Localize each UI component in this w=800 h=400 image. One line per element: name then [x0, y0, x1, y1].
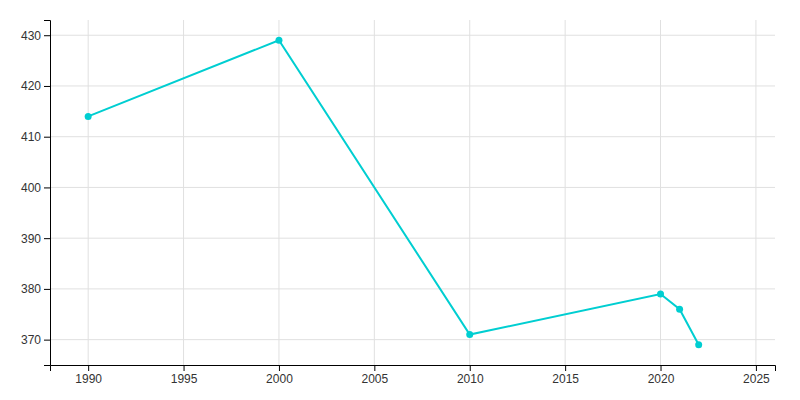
grid-line: [50, 136, 775, 137]
x-tick-mark: [88, 365, 89, 371]
y-tick-mark: [44, 137, 50, 138]
x-tick-label: 2025: [743, 372, 770, 386]
y-tick-mark: [44, 35, 50, 36]
x-tick-mark: [661, 365, 662, 371]
x-tick: 2020: [648, 365, 675, 386]
grid-line: [183, 20, 184, 365]
grid-line: [50, 35, 775, 36]
y-axis-line: [44, 21, 51, 366]
point: [676, 306, 683, 313]
y-tick-label: 420: [21, 79, 41, 93]
y-tick: 420: [21, 79, 50, 93]
y-tick-label: 370: [21, 333, 41, 347]
y-tick-label: 380: [21, 282, 41, 296]
x-tick-mark: [279, 365, 280, 371]
x-tick-mark: [565, 365, 566, 371]
y-tick: 390: [21, 232, 50, 246]
y-tick-mark: [44, 187, 50, 188]
y-axis: 370 380 390 400 410 420 430: [21, 21, 51, 366]
x-tick-label: 2020: [648, 372, 675, 386]
y-tick: 430: [21, 29, 50, 43]
x-tick: 2025: [743, 365, 770, 386]
x-tick-label: 1990: [75, 372, 102, 386]
x-tick-label: 2000: [266, 372, 293, 386]
grid-line: [660, 20, 661, 365]
grid: [50, 20, 775, 365]
x-tick-mark: [756, 365, 757, 371]
plot: 1990 1995 2000 2005 2010 2015 2020 2025 370 380 39…: [21, 20, 776, 386]
grid-line: [88, 20, 89, 365]
x-tick: 2000: [266, 365, 293, 386]
y-tick: 410: [21, 130, 50, 144]
y-tick-mark: [44, 86, 50, 87]
y-tick-mark: [44, 238, 50, 239]
y-tick-mark: [44, 289, 50, 290]
y-tick-label: 390: [21, 232, 41, 246]
y-tick: 400: [21, 181, 50, 195]
y-tick-label: 410: [21, 130, 41, 144]
x-tick: 2015: [552, 365, 579, 386]
x-tick: 2010: [457, 365, 484, 386]
series: [85, 37, 703, 348]
point: [695, 341, 702, 348]
x-tick: 2005: [361, 365, 388, 386]
grid-line: [50, 187, 775, 188]
grid-line: [50, 85, 775, 86]
x-tick-label: 2015: [552, 372, 579, 386]
x-tick-mark: [184, 365, 185, 371]
y-tick-label: 400: [21, 181, 41, 195]
y-tick-mark: [44, 340, 50, 341]
x-axis-line: [51, 366, 776, 372]
x-tick-label: 1995: [171, 372, 198, 386]
x-tick: 1990: [75, 365, 102, 386]
x-tick: 1995: [171, 365, 198, 386]
grid-line: [50, 238, 775, 239]
grid-line: [469, 20, 470, 365]
point: [657, 290, 664, 297]
grid-line: [50, 288, 775, 289]
y-tick: 370: [21, 333, 50, 347]
grid-line: [278, 20, 279, 365]
x-axis: 1990 1995 2000 2005 2010 2015 2020 2025: [51, 365, 776, 386]
line: [88, 40, 699, 344]
point: [85, 113, 92, 120]
chart: 1990 1995 2000 2005 2010 2015 2020 2025 370 380 39…: [0, 0, 800, 400]
x-tick-label: 2005: [361, 372, 388, 386]
point: [275, 37, 282, 44]
y-tick: 380: [21, 282, 50, 296]
x-tick-mark: [374, 365, 375, 371]
grid-line: [50, 339, 775, 340]
grid-line: [374, 20, 375, 365]
x-tick-label: 2010: [457, 372, 484, 386]
y-tick-label: 430: [21, 29, 41, 43]
grid-line: [755, 20, 756, 365]
x-tick-mark: [470, 365, 471, 371]
point: [466, 331, 473, 338]
